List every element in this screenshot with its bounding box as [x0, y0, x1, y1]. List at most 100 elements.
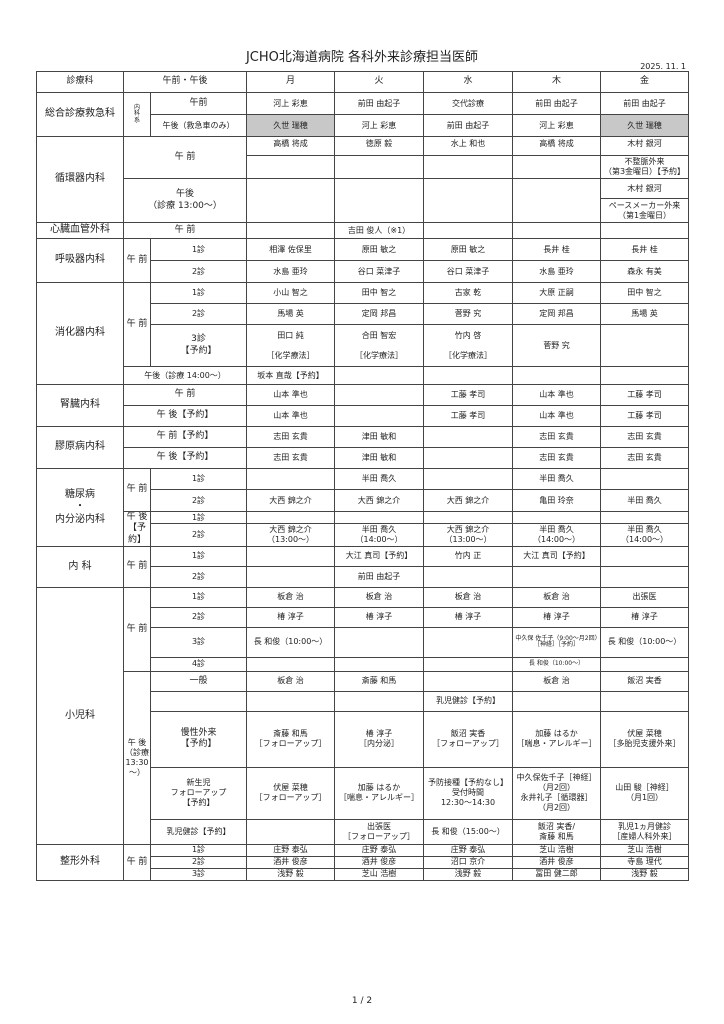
cell-thu: 飯沼 実香/ 斎藤 和馬	[512, 818, 602, 845]
cell-fri	[600, 545, 690, 567]
cell-tue: 椿 淳子	[334, 606, 425, 628]
cell-fri	[600, 324, 690, 367]
cell-tue: 庄野 泰弘	[334, 843, 425, 857]
cell-fri: 長 和俊（10:00〜）	[600, 626, 690, 658]
cell-mon: 久世 瑞穂	[246, 114, 336, 137]
session-label: 午 前	[123, 282, 151, 367]
cell-mon: 浅野 毅	[246, 867, 336, 881]
cell-fri: 飯沼 実香	[600, 670, 690, 692]
cell-mon: 庄野 泰弘	[246, 843, 336, 857]
cell-tue: 半田 喬久	[334, 468, 425, 490]
dept-label: 小児科	[36, 586, 124, 845]
cell-fri: 田中 智之	[600, 282, 690, 304]
cell-mon: 大西 錦之介	[246, 489, 336, 512]
slot-label: 1診	[149, 843, 248, 857]
cell-fri	[600, 222, 690, 239]
issue-date: 2025. 11. 1	[640, 62, 686, 71]
cell-thu: 芝山 浩樹	[512, 843, 602, 857]
cell-fri: 半田 喬久 （14:00〜）	[600, 523, 690, 547]
header-mon: 月	[246, 71, 336, 93]
slot-label: 1診	[149, 282, 248, 304]
session-label: 午 前	[123, 468, 151, 512]
cell-mon: 小山 智之	[246, 282, 336, 304]
cell-fri	[600, 690, 690, 712]
cell-tue	[334, 366, 425, 385]
header-fri: 金	[600, 71, 690, 93]
sub-label: 内 科 系	[123, 92, 151, 137]
header-wed: 水	[423, 71, 514, 93]
cell-tue: 津田 敏和	[334, 447, 425, 469]
cell-mon: 山本 準也	[246, 384, 336, 406]
cell-thu: 板倉 治	[512, 586, 602, 608]
cell-tue: 芝山 浩樹	[334, 867, 425, 881]
slot-label: 3診	[149, 867, 248, 881]
cell-tue: 前田 由起子	[334, 565, 425, 588]
cell-wed	[423, 565, 514, 588]
slot-label: 慢性外来 【予約】	[149, 710, 248, 768]
slot-label: 1診	[149, 586, 248, 608]
cell-mon: 相澤 佐保里	[246, 238, 336, 261]
header-session: 午前・午後	[122, 71, 248, 93]
cell-thu	[512, 510, 602, 525]
cell-wed: 谷口 菜津子	[423, 260, 514, 283]
cell-mon: 山本 準也	[246, 405, 336, 427]
dept-label: 膠原病内科	[36, 426, 124, 469]
cell-wed: 椿 淳子	[423, 606, 514, 628]
cell-thu: 長 和俊（10:00〜）	[512, 656, 602, 672]
cell-tue	[334, 656, 425, 672]
session-label: 午 前	[122, 222, 248, 239]
cell-wed: 予防接種【予約なし】 受付時間 12:30〜14:30	[423, 766, 514, 820]
cell-tue: 加藤 はるか ［喘息・アレルギー］	[334, 766, 425, 820]
cell-tue: 原田 敏之	[334, 238, 425, 261]
slot-label: 1診	[149, 545, 248, 567]
cell-mon: 志田 玄貴	[246, 426, 336, 448]
cell-tue	[334, 510, 425, 525]
slot-label: 3診	[149, 626, 248, 658]
slot-label: 4診	[149, 656, 248, 672]
cell-thu: 山本 準也	[512, 384, 602, 406]
slot-label: 2診	[149, 606, 248, 628]
cell-fri: 山田 駿［神経］ （月1回）	[600, 766, 690, 820]
session-label: 午 前	[123, 545, 151, 588]
dept-label: 消化器内科	[36, 282, 124, 385]
cell-tue: 半田 喬久 （14:00〜）	[334, 523, 425, 547]
cell-wed: 長 和俊（15:00〜）	[423, 818, 514, 845]
cell-fri: 志田 玄貴	[600, 426, 690, 448]
cell-wed: 水上 和也	[423, 136, 514, 156]
cell-mon: 坂本 直哉【予約】	[246, 366, 336, 385]
page-number: 1 / 2	[351, 996, 373, 1006]
page-title: JCHO北海道病院 各科外来診療担当医師	[245, 50, 479, 65]
session-label: 午 前	[122, 136, 248, 179]
cell-wed	[423, 510, 514, 525]
cell-fri: 浅野 毅	[600, 867, 690, 881]
cell-mon: 田口 純 ［化学療法］	[246, 324, 336, 367]
cell-fri: 工藤 孝司	[600, 384, 690, 406]
slot-label: 1診	[149, 510, 248, 525]
cell-fri: 志田 玄貴	[600, 447, 690, 469]
cell-thu: 加藤 はるか ［喘息・アレルギー］	[512, 710, 602, 768]
cell-fri: 伏屋 菜穂 ［多胎児支援外来］	[600, 710, 690, 768]
cell-fri	[600, 510, 690, 525]
cell-wed	[423, 468, 514, 490]
cell-tue: 椿 淳子 ［内分泌］	[334, 710, 425, 768]
slot-label: 2診	[149, 565, 248, 588]
slot-label: 2診	[149, 523, 248, 547]
cell-fri: 芝山 浩樹	[600, 843, 690, 857]
cell-thu: 半田 喬久	[512, 468, 602, 490]
session-label: 午 後 【予約】	[123, 511, 151, 547]
cell-wed: 大西 錦之介	[423, 489, 514, 512]
cell-mon	[246, 545, 336, 567]
cell-mon: 板倉 治	[246, 670, 336, 692]
cell-wed: 工藤 孝司	[423, 405, 514, 427]
header-dept: 診療科	[36, 71, 124, 93]
cell-wed	[423, 670, 514, 692]
header-thu: 木	[512, 71, 602, 93]
cell-thu	[512, 690, 602, 712]
schedule-table: 診療科 午前・午後 月 火 水 木 金 総合診療救急科 内 科 系 午前 河上 …	[36, 71, 690, 881]
cell-fri: 出張医	[600, 586, 690, 608]
cell-mon: 大西 錦之介 （13:00〜）	[246, 523, 336, 547]
session-label: 午 前	[123, 586, 151, 672]
cell-fri: 木村 銀河	[600, 178, 690, 199]
cell-wed: 前田 由起子	[423, 114, 514, 137]
session-label: 午 前	[123, 843, 151, 881]
